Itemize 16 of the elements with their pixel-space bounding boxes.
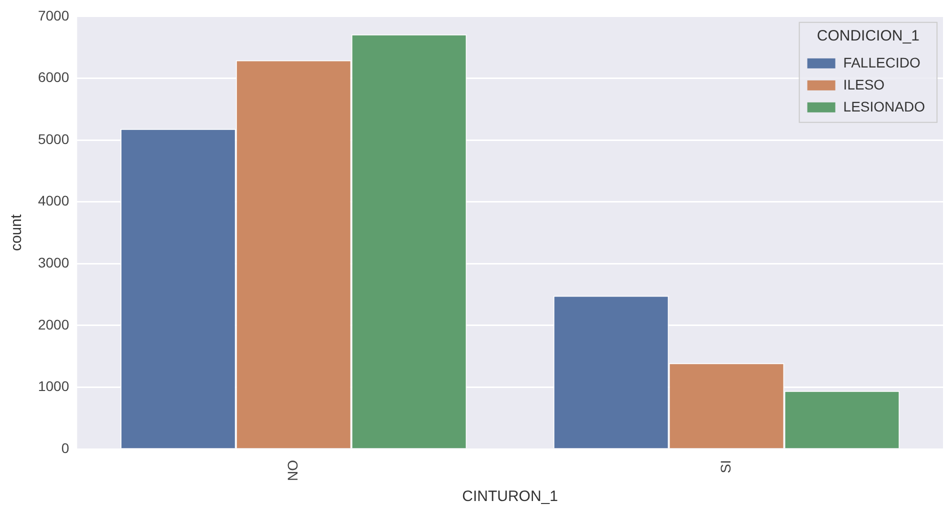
legend-label: LESIONADO [843, 98, 926, 114]
legend-label: ILESO [843, 76, 885, 92]
x-axis-title: CINTURON_1 [462, 488, 558, 506]
legend-label: FALLECIDO [843, 54, 920, 70]
y-tick-label: 5000 [38, 130, 70, 147]
y-tick-label: 4000 [38, 192, 70, 209]
y-tick-label: 0 [61, 440, 70, 456]
y-tick-label: 7000 [38, 7, 70, 24]
y-tick-label: 2000 [38, 316, 70, 332]
legend-title: CONDICION_1 [816, 28, 920, 45]
x-tick-label: SI [717, 460, 734, 474]
x-tick-label: NO [284, 460, 300, 481]
y-tick-label: 6000 [38, 69, 70, 86]
y-tick-label: 3000 [38, 254, 70, 270]
y-tick-label: 1000 [38, 378, 70, 394]
y-axis-title: count [8, 214, 26, 252]
